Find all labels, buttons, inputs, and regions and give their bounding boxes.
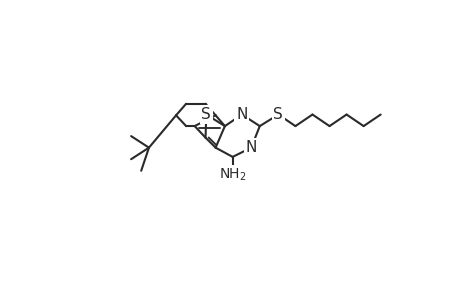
Text: S: S: [201, 107, 211, 122]
Text: N: N: [245, 140, 257, 155]
Text: NH$_2$: NH$_2$: [218, 167, 246, 183]
Text: S: S: [273, 107, 283, 122]
Text: N: N: [236, 107, 247, 122]
